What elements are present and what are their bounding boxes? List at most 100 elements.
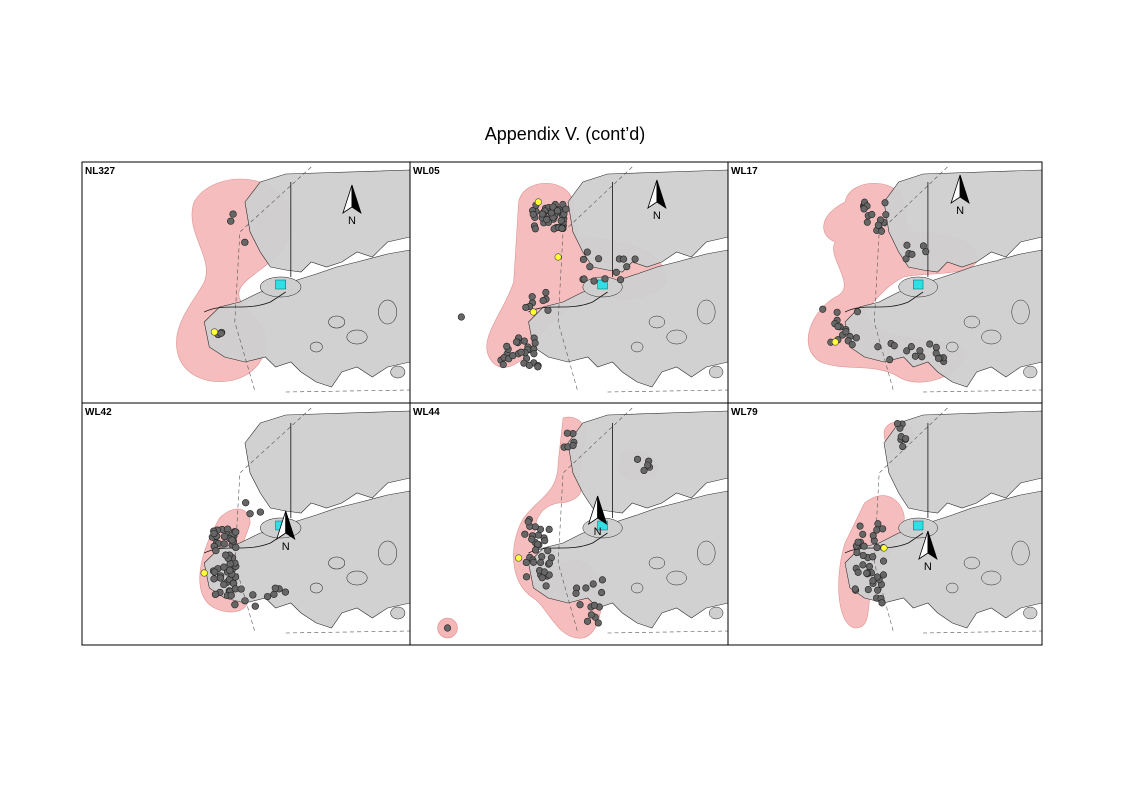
land xyxy=(244,169,410,273)
sighting xyxy=(580,275,588,283)
sighting xyxy=(562,205,570,213)
boundary xyxy=(873,166,1042,393)
sighting xyxy=(549,203,557,211)
sighting xyxy=(443,624,452,632)
island xyxy=(1011,540,1030,566)
sighting xyxy=(859,530,867,538)
land xyxy=(567,169,728,273)
sighting xyxy=(842,328,850,336)
map xyxy=(807,166,1042,393)
sighting xyxy=(281,588,290,596)
sighting xyxy=(903,347,911,355)
sighting xyxy=(210,529,218,538)
sighting xyxy=(859,551,867,560)
sighting xyxy=(538,553,546,561)
island xyxy=(390,365,406,379)
reclamation xyxy=(275,279,286,290)
island xyxy=(328,315,346,329)
island xyxy=(328,556,346,570)
north-arrow xyxy=(351,184,362,214)
sighting xyxy=(531,225,539,233)
sighting xyxy=(251,602,259,610)
sighting xyxy=(620,255,628,263)
sighting xyxy=(617,276,625,284)
sighting xyxy=(217,329,225,337)
north-label: N xyxy=(653,210,661,222)
sighting xyxy=(594,619,602,627)
sighting xyxy=(543,216,551,224)
sighting xyxy=(908,250,916,258)
map-inner xyxy=(838,407,1042,634)
sighting xyxy=(859,561,867,569)
sighting xyxy=(880,557,888,565)
boundary xyxy=(234,407,410,634)
sighting xyxy=(590,277,598,285)
map-inner xyxy=(457,166,728,393)
sighting xyxy=(212,547,220,555)
island xyxy=(648,315,666,329)
sighting xyxy=(512,338,521,346)
island xyxy=(708,365,724,379)
north-arrow xyxy=(656,179,667,209)
road xyxy=(204,182,292,313)
sighting xyxy=(874,520,882,528)
sighting xyxy=(531,546,540,554)
sighting xyxy=(589,580,597,588)
sighting xyxy=(522,303,530,312)
sighting xyxy=(640,466,648,475)
sighting xyxy=(529,558,538,566)
sighting xyxy=(903,241,911,249)
map xyxy=(838,407,1042,634)
sighting xyxy=(226,566,234,574)
sighting xyxy=(229,210,237,218)
first-sighting xyxy=(880,544,888,552)
north-label: N xyxy=(924,561,932,573)
island xyxy=(946,341,959,353)
sighting xyxy=(545,559,554,567)
sighting xyxy=(576,601,584,609)
map xyxy=(176,166,410,393)
sighting xyxy=(856,522,864,530)
sighting xyxy=(586,263,594,271)
sighting xyxy=(612,268,620,276)
sighting xyxy=(863,218,871,226)
sighting xyxy=(935,354,943,363)
sighting xyxy=(503,342,511,350)
sighting xyxy=(531,523,539,531)
sighting xyxy=(542,288,550,297)
sighting xyxy=(246,510,254,518)
island xyxy=(378,540,398,566)
reclamation xyxy=(913,279,924,290)
sighting xyxy=(537,558,545,567)
island xyxy=(946,582,959,594)
sighting xyxy=(524,518,532,526)
island xyxy=(708,606,724,620)
sighting xyxy=(879,525,887,533)
sighting xyxy=(263,592,272,601)
sighting xyxy=(499,360,507,369)
sighting xyxy=(220,532,229,541)
sighting xyxy=(852,334,860,342)
sighting xyxy=(520,337,528,345)
sighting xyxy=(542,582,550,590)
boundary xyxy=(234,166,410,393)
sighting xyxy=(863,569,871,577)
sighting xyxy=(860,542,868,550)
sighting xyxy=(544,547,552,555)
sighting xyxy=(582,584,590,592)
sighting xyxy=(457,313,465,321)
panel-label: WL05 xyxy=(413,166,440,177)
sighting xyxy=(879,571,887,579)
boundary xyxy=(557,166,728,393)
sighting xyxy=(851,585,859,593)
sighting xyxy=(583,248,591,256)
island xyxy=(666,329,687,345)
map-panel: N WL17 xyxy=(727,161,1043,404)
sighting xyxy=(869,531,877,540)
island xyxy=(378,299,398,325)
first-sighting xyxy=(200,569,208,577)
island xyxy=(346,570,368,586)
sighting xyxy=(860,205,868,213)
